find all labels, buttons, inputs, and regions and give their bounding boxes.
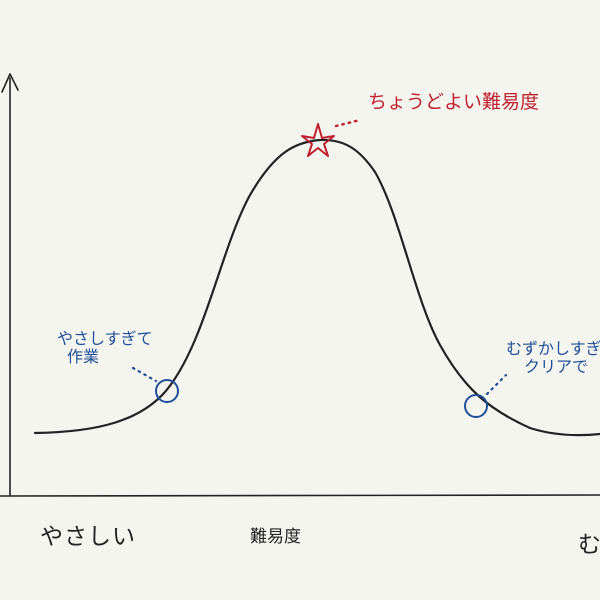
- easy-annotation-line-1: やさしすぎて: [57, 329, 153, 348]
- peak-star-icon: [301, 123, 335, 157]
- difficulty-curve: [33, 138, 600, 437]
- y-axis-arrowhead: [1, 73, 19, 93]
- easy-circle-marker: [155, 379, 179, 403]
- hard-leader-dots: [485, 373, 508, 396]
- hard-annotation-line-2: クリアで: [524, 357, 589, 377]
- peak-annotation: ちょうどよい難易度: [368, 91, 540, 113]
- peak-leader-dots: [334, 118, 362, 128]
- easy-annotation-line-2: 作業: [67, 347, 100, 367]
- x-axis-label: 難易度: [250, 527, 301, 547]
- x-axis: [0, 494, 600, 497]
- hard-annotation: むずかしすぎ クリアで: [506, 339, 600, 377]
- x-axis-left-end-label: やさしい: [40, 524, 136, 550]
- hard-circle-marker: [464, 394, 488, 418]
- easy-leader-dots: [131, 366, 158, 383]
- x-axis-right-end-label: む: [578, 532, 600, 558]
- easy-annotation: やさしすぎて 作業: [57, 329, 153, 367]
- hard-annotation-line-1: むずかしすぎ: [506, 339, 600, 358]
